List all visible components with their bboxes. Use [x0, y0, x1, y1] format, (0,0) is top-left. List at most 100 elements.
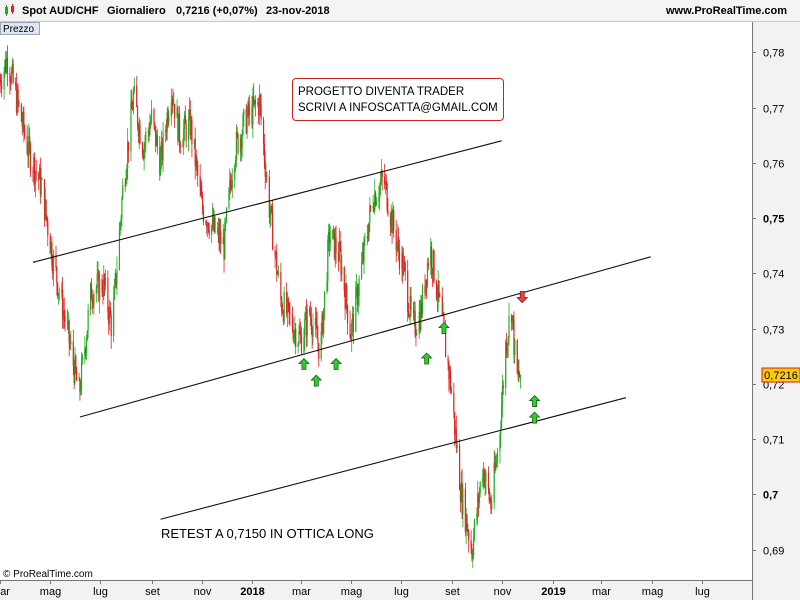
- candle-body: [159, 146, 161, 175]
- candle-body: [223, 237, 225, 260]
- candle-body: [122, 185, 124, 199]
- candle-body: [436, 298, 438, 300]
- candle-body: [389, 215, 392, 226]
- candle-body: [468, 532, 470, 541]
- candle-body: [346, 305, 349, 324]
- candle-body: [379, 185, 381, 198]
- candle-body: [378, 197, 380, 202]
- candle-body: [258, 95, 261, 116]
- y-tick-label: 0,75: [763, 214, 784, 226]
- candle-body: [485, 472, 487, 481]
- candle-body: [132, 108, 134, 111]
- candle-body: [113, 284, 116, 299]
- candle-body: [131, 101, 133, 109]
- candle-body: [5, 60, 7, 72]
- candle-body: [81, 355, 83, 361]
- candle-body: [490, 500, 492, 510]
- candle-body: [345, 284, 347, 309]
- candle-body: [322, 314, 324, 334]
- candle-body: [309, 313, 312, 318]
- candle-body: [356, 286, 359, 305]
- trendline: [79, 256, 651, 418]
- candle-body: [274, 249, 276, 256]
- candle-body: [61, 289, 64, 320]
- candle-body: [510, 316, 513, 323]
- buy-arrow-icon: [437, 322, 450, 335]
- candle-body: [76, 371, 78, 381]
- candle-body: [309, 308, 311, 314]
- candle-body: [185, 123, 187, 141]
- candle-body: [499, 434, 501, 452]
- copyright: © ProRealTime.com: [3, 569, 93, 580]
- candle-body: [176, 108, 178, 118]
- candle-body: [193, 138, 195, 145]
- candle-body: [136, 107, 139, 126]
- candle-body: [116, 269, 118, 284]
- site-url[interactable]: www.ProRealTime.com: [666, 5, 788, 17]
- x-tick-label: 2019: [541, 586, 565, 598]
- candle-body: [237, 134, 239, 154]
- candle-body: [29, 136, 31, 146]
- candle-body: [51, 242, 53, 265]
- candle-body: [370, 205, 372, 209]
- candle-body: [321, 314, 323, 332]
- x-tick-label: lug: [93, 586, 108, 598]
- candle-body: [328, 231, 330, 240]
- y-axis-panel: [752, 22, 800, 600]
- candle-body: [172, 98, 174, 105]
- candle-body: [303, 337, 305, 353]
- candle-body: [139, 124, 141, 144]
- candle-body: [183, 128, 185, 146]
- candle-body: [57, 283, 59, 297]
- candle-body: [21, 121, 23, 127]
- chart-header: Spot AUD/CHF Giornaliero 0,7216 (+0,07%)…: [0, 0, 800, 22]
- candle-body: [127, 141, 129, 169]
- symbol-name: Spot AUD/CHF: [22, 5, 99, 17]
- candle-body: [201, 194, 203, 198]
- candle-body: [206, 223, 208, 228]
- candle-body: [415, 333, 417, 335]
- candle-body: [170, 101, 172, 117]
- candle-body: [188, 109, 191, 118]
- candle-body: [288, 302, 290, 313]
- candle-body: [426, 279, 428, 286]
- candle-body: [519, 376, 521, 378]
- candle-body: [461, 482, 463, 515]
- candle-body: [472, 555, 474, 559]
- candle-body: [262, 119, 265, 144]
- candle-body: [448, 363, 450, 380]
- candle-body: [314, 318, 317, 325]
- last-price-tag: [761, 367, 800, 383]
- candle-body: [297, 343, 299, 347]
- candle-body: [46, 216, 48, 222]
- candle-body: [390, 211, 392, 226]
- candle-body: [289, 312, 291, 314]
- candle-body: [438, 280, 440, 296]
- candle-body: [459, 490, 462, 502]
- candle-body: [212, 216, 214, 230]
- candle-body: [403, 260, 406, 264]
- candle-body: [343, 267, 345, 292]
- candle-body: [500, 428, 502, 435]
- candle-body: [328, 231, 331, 243]
- candle-body: [396, 243, 398, 250]
- candle-body: [9, 72, 11, 82]
- candle-body: [231, 179, 233, 189]
- candle-body: [160, 141, 163, 157]
- buy-arrow-icon: [528, 394, 541, 407]
- candle-body: [395, 229, 397, 250]
- candle-body: [505, 341, 507, 388]
- candle-body: [241, 134, 243, 149]
- candle-body: [471, 548, 473, 559]
- candle-body: [61, 289, 63, 293]
- candle-body: [449, 371, 451, 380]
- candle-body: [179, 144, 181, 148]
- candle-body: [80, 360, 83, 390]
- candle-body: [84, 348, 86, 356]
- candle-body: [356, 286, 358, 288]
- x-tick-label: lug: [695, 586, 710, 598]
- candle-body: [333, 228, 336, 259]
- candle-body: [412, 309, 415, 313]
- candle-body: [121, 198, 123, 219]
- x-axis-panel: [0, 580, 752, 600]
